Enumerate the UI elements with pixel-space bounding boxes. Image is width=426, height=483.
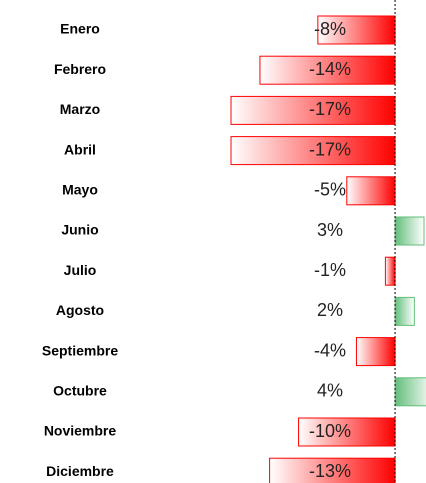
value-label: -13% (309, 461, 351, 481)
value-label: -1% (314, 260, 346, 280)
bar (394, 296, 415, 326)
value-label: 4% (317, 381, 343, 401)
bar (298, 417, 396, 447)
category-label: Marzo (60, 101, 100, 117)
category-label: Enero (60, 21, 100, 37)
bar (230, 95, 396, 125)
bar (346, 176, 396, 206)
category-label: Abril (64, 141, 96, 157)
value-label: -8% (314, 19, 346, 39)
value-label: 2% (317, 300, 343, 320)
category-label: Diciembre (46, 463, 114, 479)
category-label: Julio (64, 262, 97, 278)
bar (259, 55, 396, 85)
bar (384, 256, 396, 286)
category-label: Octubre (53, 383, 107, 399)
bar (317, 15, 396, 45)
category-label: Febrero (54, 61, 106, 77)
category-label: Mayo (62, 182, 98, 198)
value-label: -10% (309, 421, 351, 441)
value-label: -5% (314, 180, 346, 200)
category-label: Septiembre (42, 342, 118, 358)
value-label: -17% (309, 139, 351, 159)
value-label: 3% (317, 220, 343, 240)
category-label: Junio (61, 222, 98, 238)
category-label: Noviembre (44, 423, 117, 439)
bar (269, 457, 396, 483)
category-label: Agosto (56, 302, 104, 318)
value-label: -4% (314, 340, 346, 360)
bar (230, 136, 396, 166)
value-label: -17% (309, 99, 351, 119)
value-label: -14% (309, 59, 351, 79)
bar (355, 337, 396, 367)
bar (394, 216, 425, 246)
bar (394, 377, 426, 407)
